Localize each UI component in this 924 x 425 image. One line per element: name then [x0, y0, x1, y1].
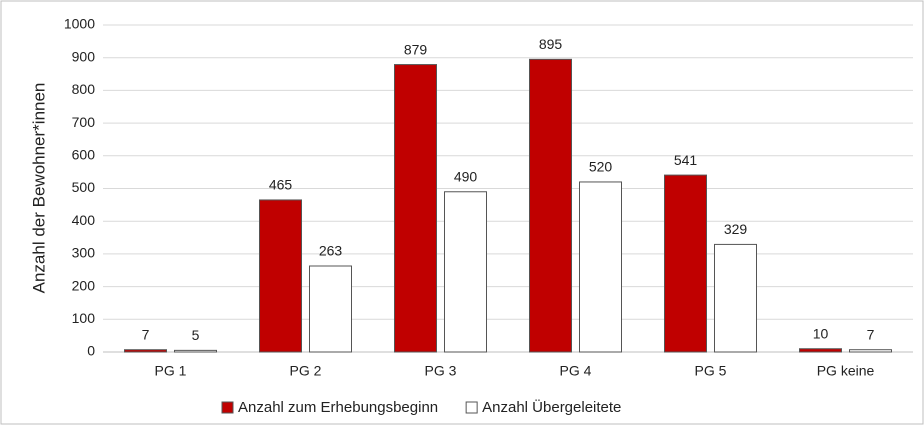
x-tick-label: PG 5	[695, 363, 727, 379]
bar	[849, 349, 892, 353]
y-tick-label: 700	[72, 114, 96, 130]
bar	[124, 349, 167, 353]
y-tick-label: 900	[72, 48, 96, 64]
value-label: 329	[724, 221, 748, 237]
value-label: 520	[589, 159, 613, 175]
x-tick-label: PG 4	[560, 363, 592, 379]
bar	[394, 64, 437, 353]
value-label: 879	[404, 41, 428, 57]
bar	[174, 349, 217, 353]
bar	[664, 174, 707, 353]
y-tick-label: 300	[72, 245, 96, 261]
y-tick-label: 400	[72, 212, 96, 228]
value-label: 895	[539, 36, 563, 52]
y-tick-label: 200	[72, 277, 96, 293]
value-label: 490	[454, 168, 478, 184]
x-tick-label: PG 2	[290, 363, 322, 379]
y-axis-label: Anzahl der Bewohner*innen	[29, 83, 48, 294]
value-label: 7	[142, 326, 150, 342]
legend-swatch	[465, 401, 478, 414]
y-tick-label: 600	[72, 147, 96, 163]
value-label: 7	[867, 326, 875, 342]
legend-label: Anzahl Übergeleitete	[482, 398, 621, 416]
x-tick-label: PG 1	[155, 363, 187, 379]
y-tick-label: 800	[72, 81, 96, 97]
bar	[579, 181, 622, 353]
x-tick-label: PG keine	[817, 363, 875, 379]
bar	[529, 58, 572, 353]
value-label: 465	[269, 177, 293, 193]
bar	[714, 243, 757, 353]
value-label: 541	[674, 152, 698, 168]
y-tick-label: 500	[72, 179, 96, 195]
y-tick-label: 100	[72, 310, 96, 326]
y-tick-label: 0	[87, 343, 95, 359]
legend-swatch	[221, 401, 234, 414]
value-label: 10	[813, 325, 829, 341]
bar	[259, 199, 302, 353]
bar	[309, 265, 352, 353]
value-label: 5	[192, 327, 200, 343]
bar	[444, 191, 487, 353]
bar	[799, 348, 842, 353]
y-tick-label: 1000	[64, 16, 95, 32]
legend-label: Anzahl zum Erhebungsbeginn	[238, 399, 438, 416]
value-label: 263	[319, 243, 343, 259]
x-tick-label: PG 3	[425, 363, 457, 379]
